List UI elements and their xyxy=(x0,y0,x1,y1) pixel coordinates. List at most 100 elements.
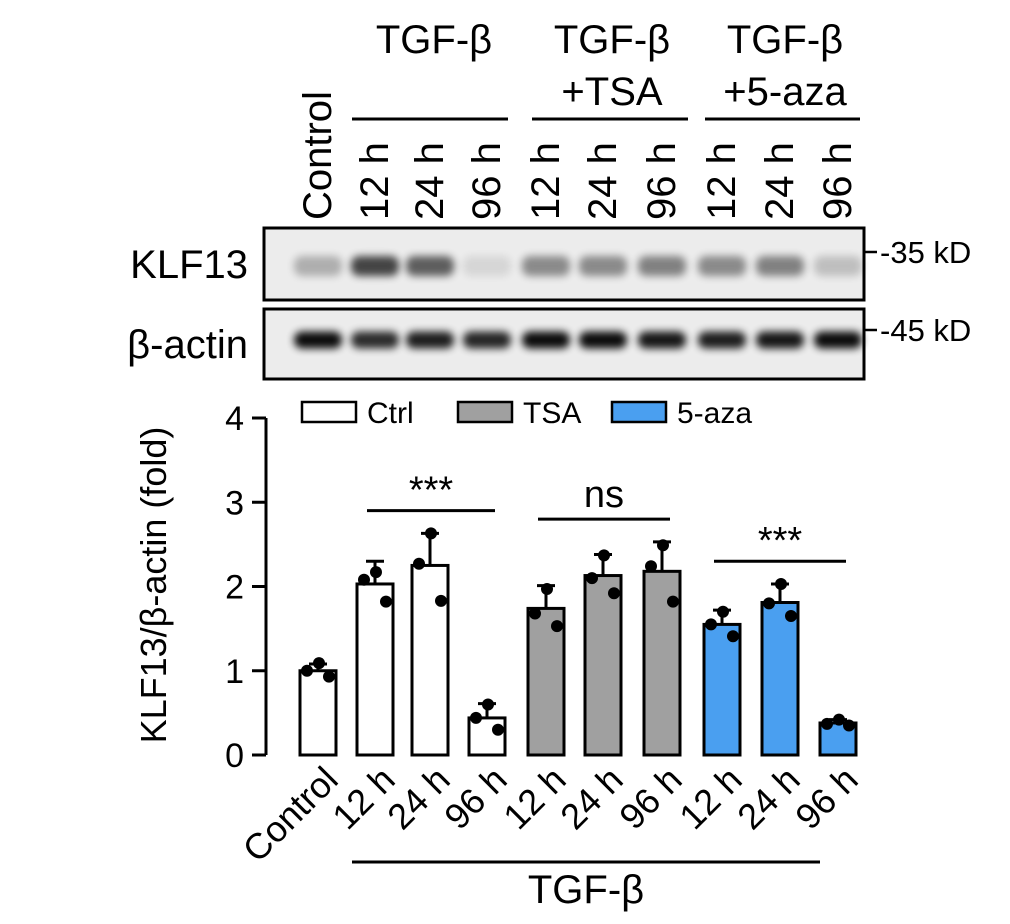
blot-band xyxy=(698,331,746,349)
blot-band xyxy=(406,256,454,276)
blot-band xyxy=(294,331,342,349)
data-point xyxy=(323,670,335,683)
legend-item: TSA xyxy=(456,397,581,430)
blot-lane-label: 24 h xyxy=(408,142,452,220)
data-point xyxy=(551,620,563,633)
data-point xyxy=(470,711,482,724)
data-point xyxy=(645,560,657,573)
blot-band xyxy=(814,331,862,349)
blot-band xyxy=(638,331,686,349)
data-point xyxy=(727,630,739,643)
blot-band xyxy=(294,256,342,276)
x-category-label: 24 h xyxy=(729,759,808,838)
blot-band xyxy=(756,256,804,276)
legend-swatch xyxy=(610,400,668,424)
data-point xyxy=(821,717,833,730)
blot-lane-label: 12 h xyxy=(353,142,397,220)
bars xyxy=(298,527,858,757)
data-point xyxy=(425,527,437,540)
data-point xyxy=(775,577,787,590)
data-point xyxy=(763,597,775,610)
blot-group-3-subtitle: +5-aza xyxy=(723,70,847,114)
legend: Ctrl TSA 5-aza xyxy=(300,397,752,430)
blot-panels: KLF13 -35 kD β-actin -45 kD xyxy=(127,226,971,381)
significance-label: ns xyxy=(584,474,624,516)
legend-label: Ctrl xyxy=(367,397,414,430)
blot-band xyxy=(579,256,627,276)
data-point xyxy=(380,595,392,608)
blot-band xyxy=(463,331,511,349)
legend-label: TSA xyxy=(523,397,581,430)
blot-band xyxy=(522,256,570,276)
data-point xyxy=(529,607,541,620)
blot-group-1-title: TGF-β xyxy=(376,18,492,62)
significance-bracket: ns xyxy=(538,474,670,521)
molecular-weight-marker: -35 kD xyxy=(880,235,971,270)
bar-group xyxy=(642,539,682,757)
y-tick-label: 1 xyxy=(225,653,244,691)
y-tick-label: 4 xyxy=(225,400,244,438)
data-point xyxy=(667,595,679,608)
x-category-label: 96 h xyxy=(787,759,866,838)
legend-swatch xyxy=(300,400,358,424)
x-category-label: 12 h xyxy=(671,759,750,838)
bar xyxy=(410,563,450,757)
blot-band xyxy=(756,331,804,349)
blot-lane-label: 24 h xyxy=(758,142,802,220)
blot-lane-label: Control xyxy=(296,91,340,220)
legend-item: 5-aza xyxy=(610,397,752,430)
y-tick-label: 0 xyxy=(225,737,244,775)
blot-group-2-subtitle: +TSA xyxy=(561,70,662,114)
significance-annotations: *** ns *** xyxy=(367,470,846,563)
blot-band xyxy=(351,331,399,349)
bar xyxy=(760,601,800,757)
bar-group xyxy=(355,559,395,757)
x-category-label: 96 h xyxy=(436,759,515,838)
y-tick-label: 2 xyxy=(225,569,244,607)
x-category-label: 24 h xyxy=(552,759,631,838)
bar xyxy=(526,606,566,757)
blot-header: TGF-β TGF-β +TSA TGF-β +5-aza Control 12 … xyxy=(296,18,860,220)
blot-lane-label: 96 h xyxy=(816,142,860,220)
bar-group xyxy=(583,549,623,757)
data-point xyxy=(843,719,855,732)
molecular-weight-marker: -45 kD xyxy=(880,313,971,348)
legend-item: Ctrl xyxy=(300,397,414,430)
data-point xyxy=(358,573,370,586)
significance-label: *** xyxy=(409,470,454,512)
data-point xyxy=(785,609,797,622)
bar-group xyxy=(298,657,338,757)
blot-panel: β-actin -45 kD xyxy=(127,307,971,381)
data-point xyxy=(657,539,669,552)
blot-band xyxy=(406,331,454,349)
blot-lane-label: 12 h xyxy=(524,142,568,220)
data-point xyxy=(301,664,313,677)
y-axis-label: KLF13/β-actin (fold) xyxy=(133,427,174,744)
data-point xyxy=(586,572,598,585)
blot-lane-label: 24 h xyxy=(581,142,625,220)
bar-group xyxy=(410,527,450,757)
blot-group-2-title: TGF-β xyxy=(554,18,670,62)
data-point xyxy=(435,594,447,607)
legend-swatch xyxy=(456,400,514,424)
data-point xyxy=(833,713,845,726)
blot-group-3-title: TGF-β xyxy=(727,18,843,62)
bar xyxy=(298,669,338,757)
x-group-label: TGF-β xyxy=(528,868,644,912)
data-point xyxy=(608,587,620,600)
blot-band xyxy=(579,331,627,349)
y-axis: 0 1 2 3 4 xyxy=(225,400,268,775)
data-point xyxy=(313,657,325,670)
bar xyxy=(355,582,395,757)
data-point xyxy=(541,583,553,596)
bar xyxy=(583,574,623,757)
blot-band xyxy=(698,256,746,276)
data-point xyxy=(413,557,425,570)
blot-band xyxy=(638,256,686,276)
bar-group xyxy=(760,577,800,757)
y-tick-label: 3 xyxy=(225,484,244,522)
data-point xyxy=(492,723,504,736)
